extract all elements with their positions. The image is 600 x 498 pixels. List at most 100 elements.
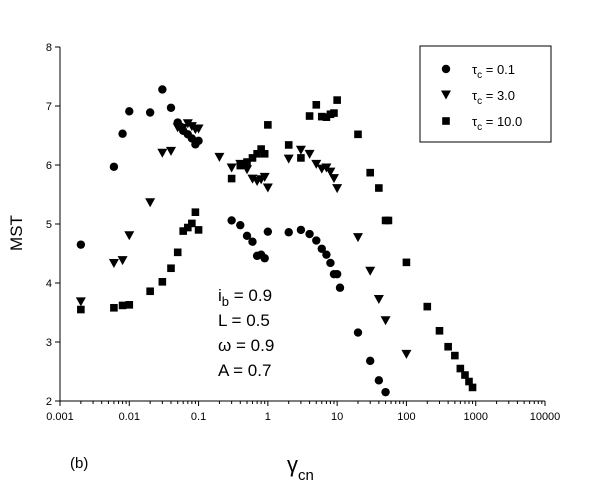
- data-point-square: [173, 248, 182, 257]
- legend-label: τc = 10.0: [472, 114, 522, 133]
- data-point-square: [461, 371, 469, 379]
- data-point-circle: [118, 129, 127, 138]
- data-point-circle: [76, 240, 86, 249]
- data-point-circle: [109, 162, 119, 171]
- data-point-triangle-down: [328, 174, 339, 184]
- data-point-square: [227, 174, 236, 183]
- data-point-square: [444, 342, 452, 351]
- data-point-triangle-down: [311, 159, 322, 169]
- data-point-triangle-down: [380, 316, 391, 326]
- data-point-square: [191, 208, 200, 216]
- data-point-square: [384, 216, 393, 225]
- data-point-square: [179, 227, 188, 235]
- data-point-circle: [326, 258, 335, 268]
- data-point-circle: [296, 225, 306, 235]
- data-point-circle: [366, 356, 375, 366]
- legend-box: [419, 45, 552, 143]
- data-point-triangle-down: [226, 163, 237, 173]
- y-axis-title: MST: [7, 215, 26, 251]
- data-point-triangle-down: [165, 146, 176, 156]
- data-point-square: [260, 149, 269, 158]
- data-point-circle: [381, 387, 390, 397]
- data-point-triangle-down: [124, 231, 135, 241]
- data-point-circle: [335, 283, 345, 292]
- data-point-square: [110, 303, 118, 312]
- data-point-triangle-down: [373, 295, 384, 305]
- data-point-triangle-down: [108, 259, 119, 269]
- data-point-triangle-down: [332, 184, 343, 194]
- data-point-circle: [236, 220, 245, 230]
- series-square: [77, 96, 477, 392]
- legend-marker-triangle-down: [441, 90, 451, 100]
- data-point-square: [312, 101, 321, 109]
- data-point-triangle-down: [214, 152, 225, 162]
- data-point-circle: [227, 216, 236, 225]
- data-point-square: [322, 113, 331, 122]
- data-point-triangle-down: [157, 148, 168, 158]
- x-tick-label: 100: [397, 411, 415, 423]
- data-point-square: [158, 278, 167, 286]
- data-point-square: [236, 161, 245, 170]
- y-tick-label: 3: [46, 337, 52, 349]
- data-point-square: [146, 287, 154, 296]
- data-point-triangle-down: [193, 124, 204, 134]
- legend: τc = 0.1 τc = 3.0 τc = 10.0: [419, 45, 552, 143]
- data-point-circle: [260, 254, 269, 263]
- data-point-square: [451, 351, 459, 360]
- data-point-circle: [242, 231, 252, 240]
- y-tick-label: 2: [46, 396, 52, 408]
- x-axis-title-sub: cn: [298, 467, 314, 484]
- series-triangle-down: [75, 119, 412, 359]
- data-point-triangle-down: [242, 165, 253, 175]
- data-point-triangle-down: [145, 198, 156, 208]
- data-point-triangle-down: [352, 233, 363, 243]
- x-tick-label: 1000: [463, 411, 487, 423]
- data-point-square: [243, 158, 251, 166]
- parameter-annotations: ib = 0.9 L = 0.5 ω = 0.9 A = 0.7: [218, 286, 274, 380]
- data-point-circle: [145, 108, 155, 117]
- legend-label: τc = 0.1: [472, 62, 515, 81]
- data-point-triangle-down: [295, 145, 306, 155]
- data-point-circle: [166, 103, 176, 112]
- data-point-square: [330, 109, 338, 117]
- data-point-square: [456, 364, 465, 373]
- data-point-circle: [374, 376, 384, 385]
- data-point-square: [253, 149, 261, 158]
- data-point-square: [118, 301, 127, 310]
- data-point-triangle-down: [262, 183, 273, 193]
- x-axis-title: γcn: [287, 452, 314, 484]
- data-point-square: [354, 130, 362, 139]
- legend-label: τc = 3.0: [472, 88, 515, 107]
- data-point-square: [284, 141, 293, 149]
- annotation-line: L = 0.5: [218, 311, 270, 330]
- data-point-square: [468, 383, 477, 392]
- data-point-triangle-down: [283, 154, 294, 164]
- data-point-square: [194, 226, 203, 234]
- x-tick-label: 0.001: [46, 411, 74, 423]
- data-point-square: [264, 121, 272, 129]
- data-point-circle: [353, 328, 363, 337]
- data-point-square: [435, 326, 444, 335]
- data-point-square: [317, 112, 326, 121]
- annotation-line: ω = 0.9: [218, 336, 274, 355]
- data-point-circle: [317, 244, 326, 253]
- data-point-circle: [312, 236, 321, 245]
- data-point-circle: [332, 269, 342, 279]
- legend-marker-square: [442, 117, 450, 125]
- data-point-triangle-down: [75, 297, 86, 307]
- data-point-circle: [263, 227, 273, 236]
- data-points: [75, 85, 477, 397]
- y-tick-label: 5: [46, 219, 52, 231]
- data-point-triangle-down: [178, 123, 189, 133]
- panel-label: (b): [70, 455, 88, 472]
- data-point-circle: [284, 228, 293, 237]
- x-tick-label: 0.1: [191, 411, 206, 423]
- data-point-square: [333, 96, 341, 104]
- data-point-square: [188, 219, 196, 228]
- data-point-triangle-down: [247, 174, 258, 184]
- y-tick-label: 7: [46, 101, 52, 113]
- y-tick-label: 8: [46, 42, 52, 54]
- axes: 0.001 0.01 0.1 1 10 100 1000 10000 2 3 4 5 6 7 8: [46, 42, 560, 423]
- data-point-square: [465, 377, 473, 386]
